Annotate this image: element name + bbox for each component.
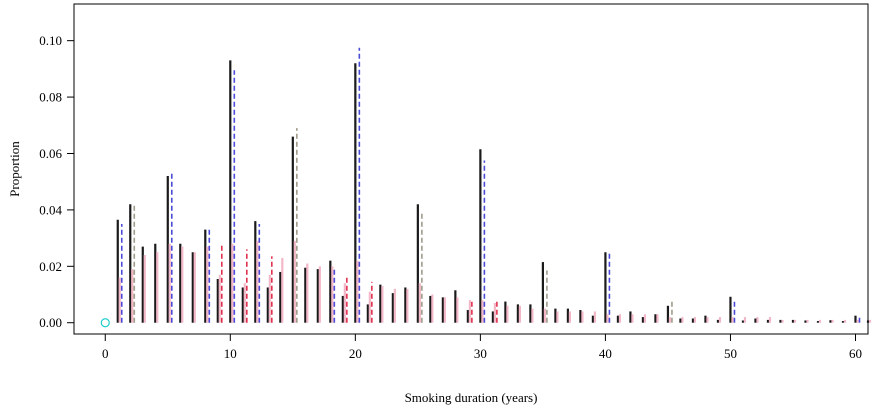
x-tick-label-30: 30 bbox=[474, 346, 487, 361]
x-tick-label-50: 50 bbox=[724, 346, 737, 361]
x-tick-label-10: 10 bbox=[224, 346, 237, 361]
x-axis: 0 10 20 30 40 50 60 bbox=[102, 334, 862, 361]
bars-group bbox=[100, 47, 872, 328]
y-tick-label-1: 0.02 bbox=[39, 259, 62, 274]
y-tick-label-4: 0.08 bbox=[39, 90, 62, 105]
x-axis-title: Smoking duration (years) bbox=[405, 390, 538, 405]
y-axis: 0.00 0.02 0.04 0.06 0.08 0.10 bbox=[39, 33, 74, 330]
x-tick-label-20: 20 bbox=[349, 346, 362, 361]
plot-frame bbox=[73, 3, 869, 335]
y-tick-label-0: 0.00 bbox=[39, 315, 62, 330]
x-tick-label-40: 40 bbox=[599, 346, 612, 361]
y-tick-label-3: 0.06 bbox=[39, 146, 62, 161]
zero-point-marker bbox=[100, 318, 110, 328]
x-tick-label-0: 0 bbox=[102, 346, 109, 361]
y-tick-label-5: 0.10 bbox=[39, 33, 62, 48]
y-axis-title: Proportion bbox=[7, 141, 22, 197]
x-tick-label-60: 60 bbox=[849, 346, 862, 361]
y-tick-label-2: 0.04 bbox=[39, 202, 62, 217]
